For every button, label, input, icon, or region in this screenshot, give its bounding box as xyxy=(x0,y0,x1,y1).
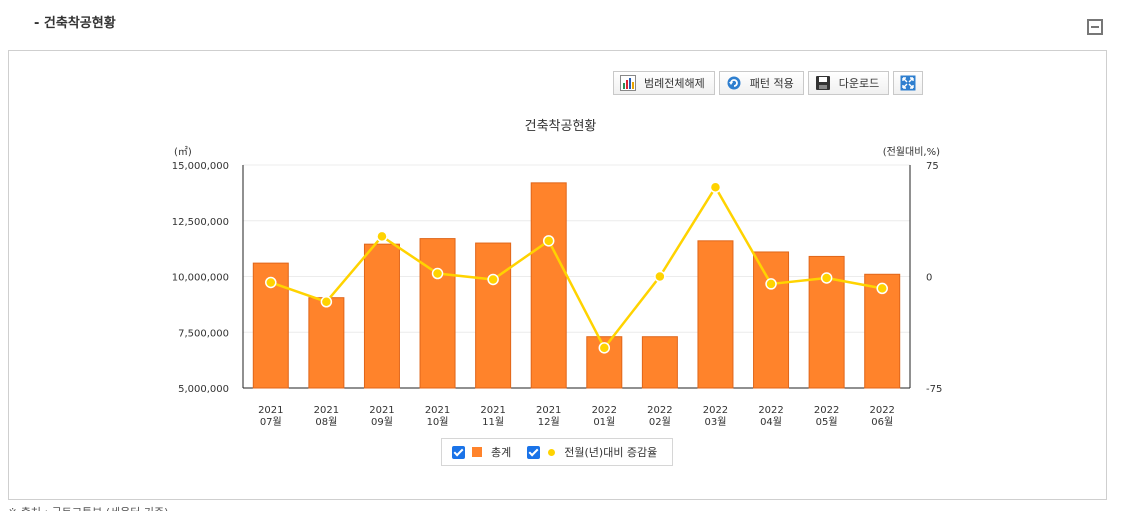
line-point xyxy=(320,296,333,308)
refresh-icon xyxy=(726,75,742,91)
legend-bar-label: 총계 xyxy=(491,446,512,459)
x-tick-label-year: 2022 xyxy=(758,405,783,416)
x-tick-label-month: 12월 xyxy=(538,416,560,428)
x-tick-label-month: 04월 xyxy=(760,416,782,428)
x-tick-label-month: 08월 xyxy=(315,416,337,428)
legend-bar-checkbox[interactable] xyxy=(452,445,465,459)
legend-line-swatch xyxy=(548,448,556,456)
line-point xyxy=(709,181,722,194)
x-tick-label-month: 06월 xyxy=(871,416,893,428)
x-tick-label-year: 2021 xyxy=(480,405,505,416)
y-right-tick-label: -75 xyxy=(926,384,942,395)
bar xyxy=(363,243,400,389)
y-right-unit: (전월대비,%) xyxy=(883,146,940,158)
x-tick-label-year: 2022 xyxy=(592,405,617,416)
line-point xyxy=(765,278,777,290)
legend-bar-swatch xyxy=(472,447,482,457)
x-tick-label-month: 02월 xyxy=(649,416,671,428)
y-left-unit: (㎡) xyxy=(174,146,192,158)
save-icon xyxy=(815,75,831,91)
x-tick-label-year: 2021 xyxy=(425,405,450,416)
bar xyxy=(753,251,790,389)
line-point xyxy=(876,282,888,295)
source-note: ※ 출처 : 국토교통부 (세움터 기준) xyxy=(8,504,168,511)
bar xyxy=(308,297,345,389)
y-left-tick-label: 12,500,000 xyxy=(172,217,229,228)
x-tick-label-year: 2022 xyxy=(869,405,894,416)
x-tick-label-month: 05월 xyxy=(816,416,838,428)
fullscreen-button[interactable] xyxy=(893,71,924,95)
chart-title: 건축착공현황 xyxy=(524,119,597,134)
line-point xyxy=(487,273,499,286)
bar xyxy=(641,336,678,389)
pattern-button[interactable]: 패턴 적용 xyxy=(718,71,804,95)
bar xyxy=(419,238,456,389)
download-button[interactable]: 다운로드 xyxy=(807,71,890,95)
x-tick-label-month: 01월 xyxy=(593,416,615,428)
x-tick-label-year: 2021 xyxy=(369,405,394,416)
x-tick-label-year: 2021 xyxy=(258,405,283,416)
line-point xyxy=(820,272,833,284)
line-series xyxy=(270,186,883,350)
line-point xyxy=(376,230,388,243)
bar xyxy=(697,240,734,389)
x-tick-label-month: 11월 xyxy=(482,416,504,428)
bar-chart-icon xyxy=(620,75,636,91)
x-tick-label-year: 2021 xyxy=(536,405,561,416)
download-label: 다운로드 xyxy=(838,77,880,90)
y-left-tick-label: 10,000,000 xyxy=(172,273,229,284)
y-left-tick-label: 15,000,000 xyxy=(172,161,229,172)
bar xyxy=(530,182,567,389)
line-point xyxy=(542,235,555,247)
x-tick-label-year: 2022 xyxy=(814,405,839,416)
legend-line-label: 전월(년)대비 증감율 xyxy=(564,446,658,459)
x-tick-label-month: 07월 xyxy=(260,416,282,428)
y-right-tick-label: 0 xyxy=(926,273,932,284)
line-point xyxy=(431,267,444,280)
x-tick-label-month: 10월 xyxy=(427,416,449,428)
pattern-label: 패턴 적용 xyxy=(749,77,794,90)
legend-line-checkbox[interactable] xyxy=(527,445,541,459)
y-left-tick-label: 7,500,000 xyxy=(178,328,229,339)
x-tick-label-year: 2022 xyxy=(703,405,728,416)
line-point xyxy=(654,270,666,283)
chart-toolbar: 범례전체해제 패턴 적용 다운로드 xyxy=(613,71,924,95)
legend-toggle-button[interactable]: 범례전체해제 xyxy=(613,71,715,95)
legend-toggle-label: 범례전체해제 xyxy=(644,77,705,90)
y-left-tick-label: 5,000,000 xyxy=(178,384,229,395)
collapse-icon[interactable] xyxy=(1087,19,1103,35)
x-tick-label-year: 2021 xyxy=(314,405,339,416)
line-point xyxy=(265,276,277,289)
fullscreen-icon xyxy=(900,75,916,91)
x-tick-label-month: 09월 xyxy=(371,416,393,428)
section-title: - 건축착공현황 xyxy=(34,16,116,31)
x-tick-label-month: 03월 xyxy=(704,416,726,428)
line-point xyxy=(598,342,611,354)
y-right-tick-label: 75 xyxy=(926,161,939,172)
bar xyxy=(475,242,512,389)
x-tick-label-year: 2022 xyxy=(647,405,672,416)
chart-legend: 총계 전월(년)대비 증감율 xyxy=(441,438,673,466)
